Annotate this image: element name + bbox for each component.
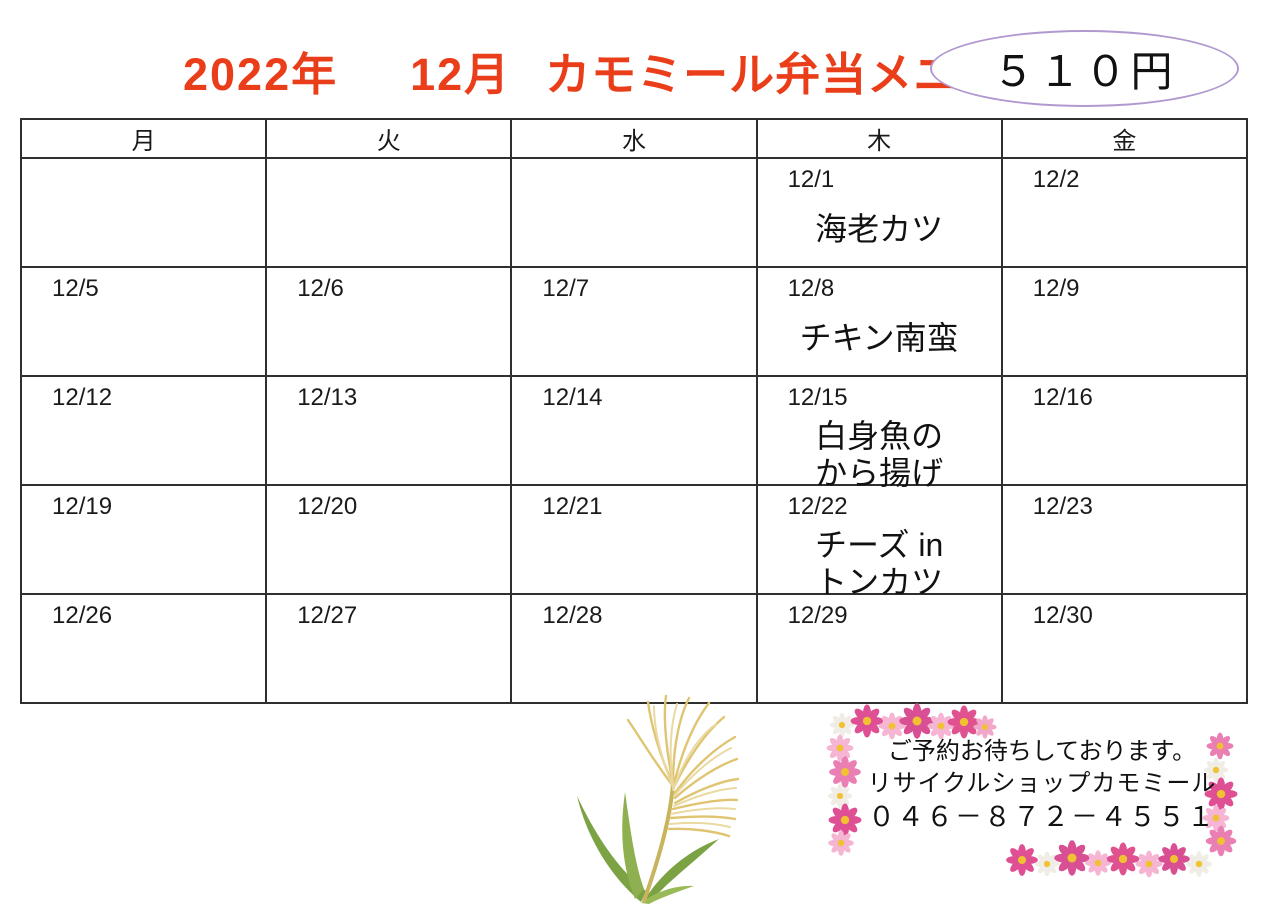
calendar-cell: 12/26 bbox=[19, 593, 268, 704]
flower-icon bbox=[1135, 850, 1163, 878]
date-label: 12/12 bbox=[52, 384, 113, 411]
date-label: 12/7 bbox=[542, 275, 590, 302]
calendar-cell: 12/23 bbox=[1000, 484, 1249, 595]
calendar-week-row: 12/12 12/13 12/14 12/15 白身魚の から揚げ 12/16 bbox=[19, 375, 1249, 491]
date-label: 12/28 bbox=[542, 602, 603, 629]
calendar-cell bbox=[265, 157, 513, 268]
calendar-cell: 12/16 bbox=[1000, 375, 1249, 486]
price-badge: ５１０円 bbox=[930, 30, 1239, 107]
calendar-week-row: 12/1 海老カツ 12/2 bbox=[19, 157, 1249, 268]
footer-text: ご予約お待ちしております。 リサイクルショップカモミール ０４６－８７２－４５５… bbox=[852, 736, 1232, 834]
calendar-cell: 12/22 チーズ in トンカツ bbox=[755, 484, 1003, 600]
flower-icon bbox=[826, 734, 854, 762]
flower-icon bbox=[850, 704, 884, 738]
date-label: 12/8 bbox=[787, 275, 835, 302]
date-label: 12/21 bbox=[542, 493, 603, 520]
calendar-cell: 12/27 bbox=[265, 593, 513, 704]
pampas-grass-illustration bbox=[577, 694, 740, 904]
date-label bbox=[512, 159, 755, 200]
calendar-cell: 12/29 bbox=[755, 593, 1003, 704]
date-label: 12/27 bbox=[297, 602, 358, 629]
calendar-cell: 12/21 bbox=[510, 484, 758, 595]
flower-icon bbox=[1106, 842, 1140, 876]
date-label: 12/15 bbox=[787, 384, 848, 411]
date-label: 12/2 bbox=[1032, 166, 1080, 193]
date-label: 12/26 bbox=[52, 602, 113, 629]
menu-item: 白身魚の から揚げ bbox=[815, 418, 944, 491]
calendar-cell: 12/12 bbox=[19, 375, 268, 486]
weekday-header-fri: 金 bbox=[1000, 118, 1249, 159]
weekday-header-row: 月 火 水 木 金 bbox=[19, 118, 1249, 159]
calendar-cell: 12/30 bbox=[1000, 593, 1249, 704]
date-label: 12/23 bbox=[1032, 493, 1093, 520]
weekday-header-tue: 火 bbox=[265, 118, 513, 159]
calendar-cell: 12/28 bbox=[510, 593, 758, 704]
title-month: 12月 bbox=[410, 49, 512, 100]
price-text: ５１０円 bbox=[992, 48, 1177, 95]
date-label: 12/22 bbox=[787, 493, 848, 520]
date-label: 12/30 bbox=[1032, 602, 1093, 629]
weekday-header-mon: 月 bbox=[19, 118, 268, 159]
date-label: 12/20 bbox=[297, 493, 358, 520]
calendar-cell: 12/15 白身魚の から揚げ bbox=[755, 375, 1003, 491]
calendar-cell: 12/6 bbox=[265, 266, 513, 377]
date-label: 12/9 bbox=[1032, 275, 1080, 302]
flower-icon bbox=[1186, 851, 1212, 877]
menu-item: チーズ in トンカツ bbox=[815, 527, 944, 600]
calendar-cell: 12/20 bbox=[265, 484, 513, 595]
date-label: 12/5 bbox=[52, 275, 99, 302]
calendar-cell: 12/13 bbox=[265, 375, 513, 486]
date-label: 12/29 bbox=[787, 602, 848, 629]
calendar-cell: 12/14 bbox=[510, 375, 758, 486]
calendar-cell: 12/19 bbox=[19, 484, 268, 595]
calendar-week-row: 12/5 12/6 12/7 12/8 チキン南蛮 12/9 bbox=[19, 266, 1249, 377]
flower-icon bbox=[1034, 851, 1060, 877]
calendar-week-row: 12/19 12/20 12/21 12/22 チーズ in トンカツ 12/2… bbox=[19, 484, 1249, 600]
flower-icon bbox=[1054, 840, 1090, 876]
title-year: 2022年 bbox=[183, 49, 339, 100]
calendar-cell: 12/5 bbox=[19, 266, 268, 377]
date-label: 12/13 bbox=[297, 384, 358, 411]
calendar-cell: 12/1 海老カツ bbox=[755, 157, 1003, 268]
flower-icon bbox=[829, 712, 855, 738]
calendar-cell: 12/2 bbox=[1000, 157, 1249, 268]
calendar-cell: 12/7 bbox=[510, 266, 758, 377]
date-label bbox=[22, 159, 265, 200]
weekday-header-thu: 木 bbox=[755, 118, 1003, 159]
calendar-cell: 12/9 bbox=[1000, 266, 1249, 377]
date-label: 12/19 bbox=[52, 493, 113, 520]
calendar-week-row: 12/26 12/27 12/28 12/29 12/30 bbox=[19, 593, 1249, 704]
calendar-cell: 12/8 チキン南蛮 bbox=[755, 266, 1003, 377]
phone-number: ０４６－８７２－４５５１ bbox=[868, 802, 1216, 832]
flower-icon bbox=[827, 783, 853, 809]
flower-icon bbox=[1006, 844, 1038, 876]
reservation-message: ご予約お待ちしております。 bbox=[887, 738, 1197, 765]
flower-icon bbox=[1158, 843, 1190, 875]
shop-name: リサイクルショップカモミール bbox=[867, 770, 1217, 797]
date-label bbox=[267, 159, 510, 200]
date-label: 12/16 bbox=[1032, 384, 1093, 411]
flower-icon bbox=[828, 830, 854, 856]
menu-item: チキン南蛮 bbox=[799, 319, 959, 356]
flower-icon bbox=[1085, 850, 1111, 876]
date-label: 12/1 bbox=[787, 166, 835, 193]
date-label: 12/6 bbox=[297, 275, 344, 302]
flower-icon bbox=[899, 703, 935, 739]
menu-item: 海老カツ bbox=[815, 210, 944, 247]
footer-note: ご予約お待ちしております。 リサイクルショップカモミール ０４６－８７２－４５５… bbox=[820, 700, 1265, 900]
weekday-header-wed: 水 bbox=[510, 118, 758, 159]
flower-icon bbox=[947, 705, 981, 739]
calendar-table: 月 火 水 木 金 12/1 海老カツ 12/2 12/5 12/6 12/7 bbox=[19, 118, 1249, 704]
calendar-cell bbox=[510, 157, 758, 268]
page-title: 2022年 12月 カモミール弁当メニュー bbox=[183, 38, 1051, 103]
date-label: 12/14 bbox=[542, 384, 603, 411]
calendar-cell bbox=[19, 157, 268, 268]
